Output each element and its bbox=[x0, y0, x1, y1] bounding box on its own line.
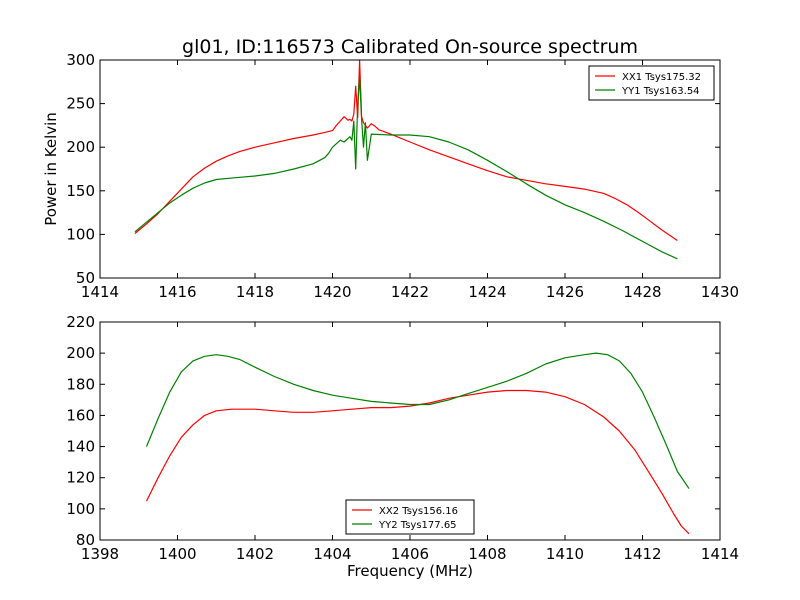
x-tick-label: 1418 bbox=[236, 283, 274, 301]
x-tick-label: 1424 bbox=[468, 283, 506, 301]
bottom-spectrum-panel: 1398 1400 1402 1404 1406 1408 1410 1412 1414 80 10… bbox=[66, 313, 739, 563]
x-tick-label: 1408 bbox=[468, 545, 506, 563]
y-tick-label: 160 bbox=[66, 406, 95, 424]
legend-box bbox=[588, 65, 715, 101]
y-tick-label: 200 bbox=[66, 344, 95, 362]
top-spectrum-panel: 1414 1416 1418 1420 1422 1424 1426 1428 1430 50 10… bbox=[66, 51, 739, 301]
x-tick-label: 1402 bbox=[236, 545, 274, 563]
y-tick-label: 200 bbox=[66, 138, 95, 156]
y-tick-label: 220 bbox=[66, 313, 95, 331]
legend-label: YY2 Tsys177.65 bbox=[378, 520, 457, 531]
legend: XX1 Tsys175.32 YY1 Tsys163.54 bbox=[588, 65, 715, 101]
y-tick-label: 180 bbox=[66, 375, 95, 393]
y-tick-label: 250 bbox=[66, 95, 95, 113]
series-line-yy-panel-2 bbox=[145, 352, 690, 489]
x-tick-label: 1416 bbox=[158, 283, 196, 301]
y-tick-label: 150 bbox=[66, 182, 95, 200]
y-tick-label: 80 bbox=[76, 531, 95, 549]
y-tick-label: 100 bbox=[66, 225, 95, 243]
y-tick-label: 50 bbox=[76, 269, 95, 287]
figure-title: gl01, ID:116573 Calibrated On-source spe… bbox=[182, 36, 638, 58]
x-tick-label: 1414 bbox=[81, 283, 119, 301]
legend: XX2 Tsys156.16 YY2 Tsys177.65 bbox=[345, 499, 475, 535]
series-line-yy-panel-1 bbox=[134, 76, 678, 260]
x-tick-label: 1406 bbox=[391, 545, 429, 563]
x-tick-label: 1410 bbox=[546, 545, 584, 563]
legend-label: XX2 Tsys156.16 bbox=[379, 506, 458, 517]
x-tick-label: 1422 bbox=[391, 283, 429, 301]
x-tick-label: 1398 bbox=[81, 545, 119, 563]
x-tick-label: 1428 bbox=[623, 283, 661, 301]
x-tick-label: 1426 bbox=[546, 283, 584, 301]
legend-label: XX1 Tsys175.32 bbox=[622, 72, 701, 83]
x-tick-label: 1404 bbox=[313, 545, 351, 563]
x-tick-label: 1412 bbox=[623, 545, 661, 563]
legend-label: YY1 Tsys163.54 bbox=[621, 86, 700, 97]
y-tick-label: 100 bbox=[66, 500, 95, 518]
y-tick-label: 300 bbox=[66, 51, 95, 69]
x-tick-label: 1430 bbox=[701, 283, 739, 301]
legend-box bbox=[345, 499, 475, 535]
x-tick-label: 1400 bbox=[158, 545, 196, 563]
y-tick-label: 140 bbox=[66, 438, 95, 456]
y-tick-label: 120 bbox=[66, 469, 95, 487]
x-axis-label: Frequency (MHz) bbox=[347, 562, 473, 580]
x-tick-label: 1420 bbox=[313, 283, 351, 301]
x-tick-label: 1414 bbox=[701, 545, 739, 563]
y-axis-label: Power in Kelvin bbox=[42, 112, 60, 226]
